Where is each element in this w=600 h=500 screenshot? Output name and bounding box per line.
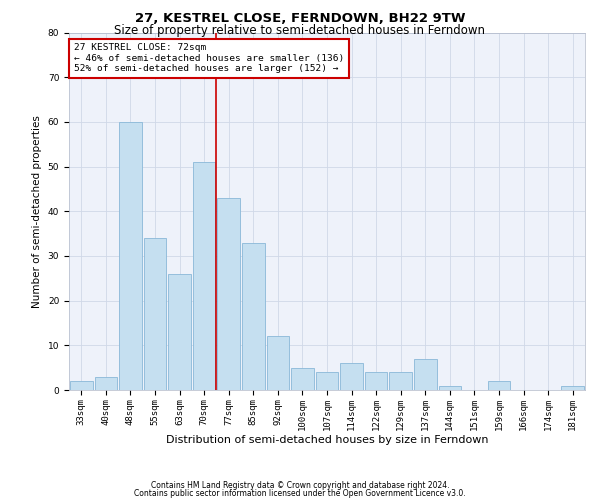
Bar [291, 368, 314, 390]
Bar [242, 242, 265, 390]
Bar [488, 381, 511, 390]
X-axis label: Distribution of semi-detached houses by size in Ferndown: Distribution of semi-detached houses by … [166, 436, 488, 446]
Bar [217, 198, 240, 390]
Text: 27, KESTREL CLOSE, FERNDOWN, BH22 9TW: 27, KESTREL CLOSE, FERNDOWN, BH22 9TW [135, 12, 465, 26]
Text: Contains HM Land Registry data © Crown copyright and database right 2024.: Contains HM Land Registry data © Crown c… [151, 481, 449, 490]
Bar [439, 386, 461, 390]
Bar [193, 162, 215, 390]
Bar [266, 336, 289, 390]
Text: Contains public sector information licensed under the Open Government Licence v3: Contains public sector information licen… [134, 489, 466, 498]
Bar [119, 122, 142, 390]
Bar [389, 372, 412, 390]
Bar [340, 363, 363, 390]
Bar [414, 358, 437, 390]
Bar [70, 381, 92, 390]
Bar [562, 386, 584, 390]
Bar [95, 376, 117, 390]
Bar [143, 238, 166, 390]
Text: 27 KESTREL CLOSE: 72sqm
← 46% of semi-detached houses are smaller (136)
52% of s: 27 KESTREL CLOSE: 72sqm ← 46% of semi-de… [74, 43, 344, 73]
Bar [168, 274, 191, 390]
Y-axis label: Number of semi-detached properties: Number of semi-detached properties [32, 115, 42, 308]
Bar [316, 372, 338, 390]
Text: Size of property relative to semi-detached houses in Ferndown: Size of property relative to semi-detach… [115, 24, 485, 37]
Bar [365, 372, 388, 390]
